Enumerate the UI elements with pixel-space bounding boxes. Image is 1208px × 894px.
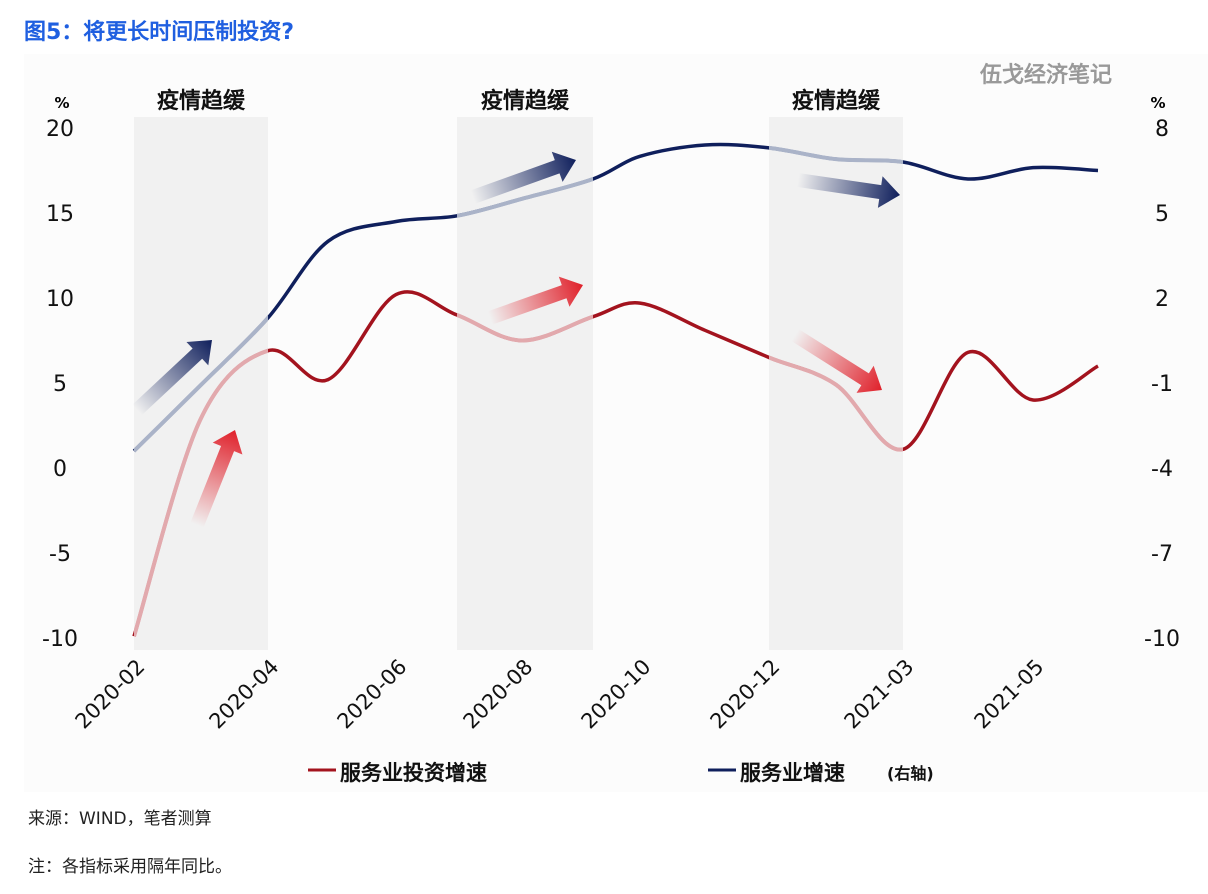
x-axis-tick: 2021-03 <box>840 655 919 734</box>
figure-title: 图5：将更长时间压制投资? <box>24 20 295 45</box>
right-axis-tick: -7 <box>1151 542 1173 567</box>
left-axis-tick: 10 <box>46 287 74 312</box>
shaded-period-label: 疫情趋缓 <box>792 88 881 114</box>
trend-arrow-up-icon <box>190 429 243 528</box>
x-axis-tick: 2020-12 <box>706 655 785 734</box>
trend-arrow-down-icon <box>796 173 900 208</box>
right-axis-tick: 5 <box>1155 202 1169 227</box>
shaded-period-label: 疫情趋缓 <box>157 88 246 114</box>
left-axis-tick: 5 <box>53 372 67 397</box>
legend-label-services: 服务业增速 <box>740 761 845 785</box>
left-axis-tick: 0 <box>53 457 67 482</box>
left-axis-tick: 15 <box>46 202 74 227</box>
right-axis-tick: -1 <box>1151 372 1173 397</box>
x-axis-tick: 2020-04 <box>205 655 284 734</box>
right-axis-tick: 2 <box>1155 287 1169 312</box>
shaded-period-label: 疫情趋缓 <box>481 88 570 114</box>
x-axis-tick: 2020-02 <box>71 655 150 734</box>
series-line-shaded-0 <box>134 289 903 637</box>
note-text: 注：各指标采用隔年同比。 <box>28 857 232 877</box>
left-axis-tick: 20 <box>46 117 74 142</box>
legend-label-services-suffix: (右轴) <box>887 764 934 783</box>
left-axis-tick: -10 <box>42 627 78 652</box>
trend-arrow-up-icon <box>132 339 212 416</box>
right-axis-tick: 8 <box>1155 117 1169 142</box>
chart: 疫情趋缓 疫情趋缓 疫情趋缓 % % 20 15 10 5 0 -5 -10 8 5 2 -1 -4 -7 -10… <box>42 62 1180 785</box>
trend-arrow-down-icon <box>791 329 883 393</box>
series-line-0 <box>132 290 1099 637</box>
x-axis-tick: 2020-08 <box>459 655 538 734</box>
x-axis-tick: 2020-06 <box>333 655 412 734</box>
series-line-1 <box>132 142 1099 453</box>
shaded-period <box>457 117 593 650</box>
source-text: 来源：WIND，笔者测算 <box>28 809 212 829</box>
watermark: 伍戈经济笔记 <box>979 62 1112 88</box>
trend-arrow-up-icon <box>470 151 576 204</box>
legend-label-investment: 服务业投资增速 <box>340 761 487 785</box>
x-axis-tick: 2021-05 <box>970 655 1049 734</box>
right-axis-tick: -4 <box>1151 457 1173 482</box>
left-axis-tick: -5 <box>49 542 71 567</box>
x-axis-tick: 2020-10 <box>577 655 656 734</box>
left-axis-unit: % <box>54 94 69 112</box>
series-line-shaded-1 <box>134 142 903 453</box>
right-axis-unit: % <box>1150 94 1165 112</box>
right-axis-tick: -10 <box>1144 627 1180 652</box>
trend-arrow-up-icon <box>487 276 583 325</box>
